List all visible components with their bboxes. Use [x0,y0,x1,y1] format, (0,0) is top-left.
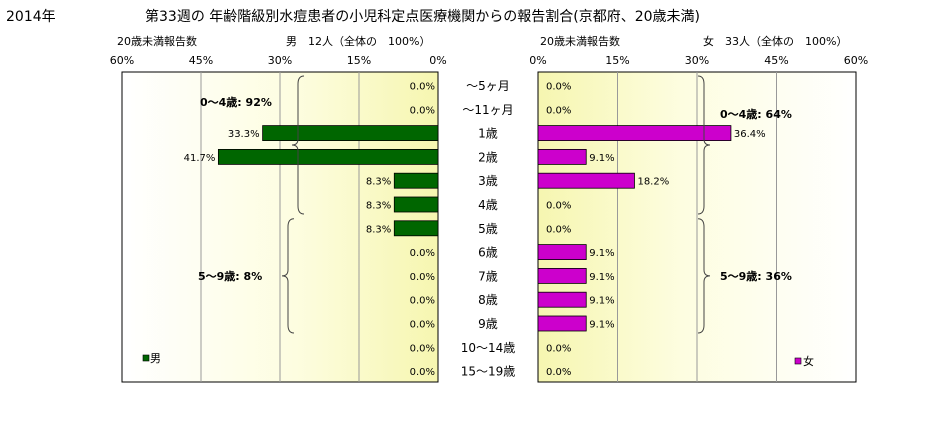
right-subtitle-count: 20歳未満報告数 [540,35,620,48]
female-value-label: 0.0% [546,367,571,378]
female-value-label: 0.0% [546,224,571,235]
female-value-label: 0.0% [546,201,571,212]
right-group-bracket [697,75,711,215]
left-tick-label: 60% [110,54,134,67]
female-value-label: 9.1% [589,272,614,283]
category-label: 15～19歳 [461,365,516,379]
female-bar [537,291,587,308]
left-group-bracket [291,75,305,215]
male-group-label: 0～4歳: 92% [200,95,272,109]
female-legend-swatch [794,357,802,365]
female-value-label: 9.1% [589,320,614,331]
grid-lines [200,72,777,382]
male-bars: 0.0% 0.0% 33.3% 41.7% 8.3% 8.3% 8.3% 0.0% 0.0% 0.… [184,82,439,378]
male-value-label: 0.0% [410,105,435,116]
chart-title: 第33週の 年齢階級別水痘患者の小児科定点医療機関からの報告割合(京都府、20歳… [145,8,700,25]
male-value-label: 33.3% [228,129,260,140]
male-group-label: 5～9歳: 8% [198,269,262,283]
right-subtitle-total: 女 33人（全体の 100%） [703,34,847,48]
male-value-label: 0.0% [410,82,435,93]
category-label: 5歳 [478,222,498,236]
male-bar [393,172,439,189]
female-legend: 女 [794,354,814,368]
category-labels: ～5ヶ月 ～11ヶ月 1歳 2歳 3歳 4歳 5歳 6歳 7歳 8歳 9歳 10～14歳 15～19歳 [461,79,516,379]
male-legend-label: 男 [150,352,161,365]
male-value-label: 0.0% [410,296,435,307]
category-label: ～11ヶ月 [462,103,513,117]
left-subtitle-count: 20歳未満報告数 [117,35,197,48]
male-bar [393,196,439,213]
female-value-label: 0.0% [546,105,571,116]
male-legend: 男 [142,352,161,365]
male-bar [217,148,439,165]
category-label: 6歳 [478,246,498,260]
male-value-label: 0.0% [410,248,435,259]
male-legend-swatch [142,354,150,362]
category-label: 9歳 [478,317,498,331]
group-annotations: 0～4歳: 92% 5～9歳: 8% 0～4歳: 64% 5～9歳: 36% [198,75,792,334]
category-label: 8歳 [478,293,498,307]
left-tick-label: 15% [347,54,371,67]
category-label: 3歳 [478,174,498,188]
right-tick-label: 0% [529,54,546,67]
female-value-label: 9.1% [589,248,614,259]
left-subtitle-total: 男 12人（全体の 100%） [286,34,430,48]
female-group-label: 5～9歳: 36% [720,269,792,283]
male-value-label: 8.3% [366,201,391,212]
axis-tick-labels: 60% 45% 30% 15% 0% 0% 15% 30% 45% 60% [110,54,868,67]
male-value-label: 0.0% [410,367,435,378]
female-bar [537,172,635,189]
female-bar [537,125,732,141]
category-label: 2歳 [478,150,498,164]
male-value-label: 0.0% [410,272,435,283]
male-value-label: 0.0% [410,320,435,331]
category-label: 10～14歳 [461,341,516,355]
right-tick-label: 30% [685,54,709,67]
right-tick-label: 45% [764,54,788,67]
male-value-label: 8.3% [366,177,391,188]
female-group-label: 0～4歳: 64% [720,107,792,121]
female-bar [537,244,587,261]
female-value-label: 9.1% [589,153,614,164]
category-label: 4歳 [478,198,498,212]
male-bar [262,125,439,141]
male-value-label: 0.0% [410,343,435,354]
female-bars: 0.0% 0.0% 36.4% 9.1% 18.2% 0.0% 0.0% 9.1% 9.1% 9.… [537,82,766,378]
right-tick-label: 15% [605,54,629,67]
male-value-label: 41.7% [184,153,216,164]
left-tick-label: 45% [189,54,213,67]
female-value-label: 0.0% [546,343,571,354]
right-group-bracket [697,218,711,334]
male-value-label: 8.3% [366,224,391,235]
right-tick-label: 60% [844,54,868,67]
female-value-label: 36.4% [734,129,766,140]
female-value-label: 18.2% [637,177,669,188]
female-value-label: 0.0% [546,82,571,93]
female-bar [537,148,587,165]
female-bar [537,267,587,284]
category-label: ～5ヶ月 [466,79,510,93]
year-label: 2014年 [6,9,56,25]
female-legend-label: 女 [803,354,814,368]
left-tick-label: 30% [268,54,292,67]
left-group-bracket [281,218,295,334]
female-bar [537,315,587,332]
category-label: 1歳 [478,127,498,141]
left-tick-label: 0% [429,54,446,67]
female-value-label: 9.1% [589,296,614,307]
male-bar [393,220,439,237]
category-label: 7歳 [478,269,498,283]
